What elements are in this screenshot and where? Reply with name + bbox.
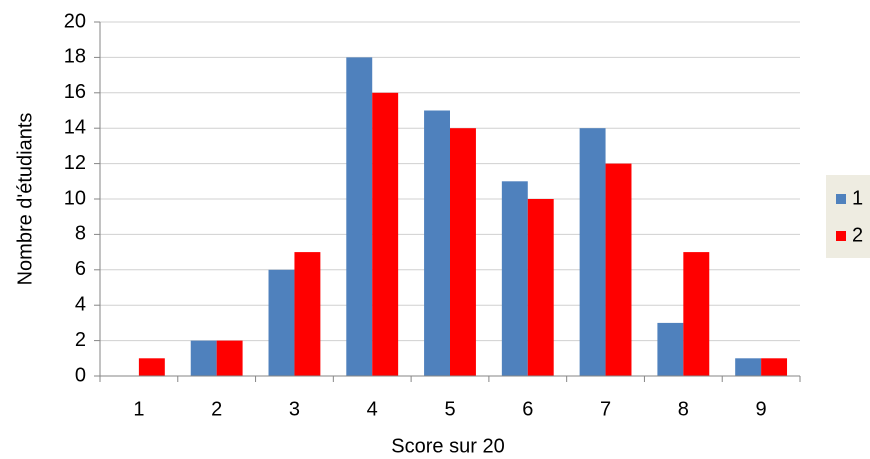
- bar: [138, 358, 165, 376]
- y-tick-label: 16: [64, 81, 86, 103]
- x-tick-label: 3: [289, 398, 300, 420]
- x-axis-title: Score sur 20: [391, 435, 504, 457]
- x-tick-label: 4: [367, 398, 378, 420]
- y-tick-label: 6: [75, 258, 86, 280]
- bar: [216, 340, 243, 376]
- bar: [346, 57, 373, 377]
- x-tick-label: 6: [522, 398, 533, 420]
- bar: [657, 322, 684, 376]
- bar: [294, 252, 321, 376]
- bar: [450, 128, 476, 376]
- x-tick-label: 9: [756, 398, 767, 420]
- bar: [268, 269, 295, 376]
- legend-box: [826, 175, 870, 258]
- bar: [424, 110, 450, 376]
- x-tick-label: 8: [678, 398, 689, 420]
- x-tick-label: 1: [133, 398, 144, 420]
- x-tick-label: 2: [211, 398, 222, 420]
- y-tick-label: 18: [64, 46, 86, 68]
- bar: [735, 358, 762, 376]
- y-tick-label: 10: [64, 187, 86, 209]
- y-tick-label: 4: [75, 293, 86, 315]
- y-tick-label: 20: [64, 10, 86, 32]
- legend-label: 1: [852, 187, 863, 209]
- legend-swatch: [836, 231, 846, 241]
- bar: [683, 252, 710, 376]
- x-tick-label: 5: [444, 398, 455, 420]
- bar: [605, 163, 632, 376]
- y-tick-label: 14: [64, 116, 86, 138]
- bar: [579, 128, 606, 376]
- bar: [190, 340, 217, 376]
- bar: [527, 199, 554, 376]
- bar: [761, 358, 788, 376]
- bar: [372, 92, 399, 377]
- x-tick-label: 7: [600, 398, 611, 420]
- y-tick-label: 2: [75, 329, 86, 351]
- y-tick-label: 12: [64, 152, 86, 174]
- y-axis-title: Nombre d'étudiants: [14, 113, 36, 286]
- y-tick-label: 0: [75, 364, 86, 386]
- legend-swatch: [836, 194, 846, 204]
- y-tick-label: 8: [75, 223, 86, 245]
- legend-label: 2: [852, 224, 863, 246]
- bar: [501, 181, 528, 376]
